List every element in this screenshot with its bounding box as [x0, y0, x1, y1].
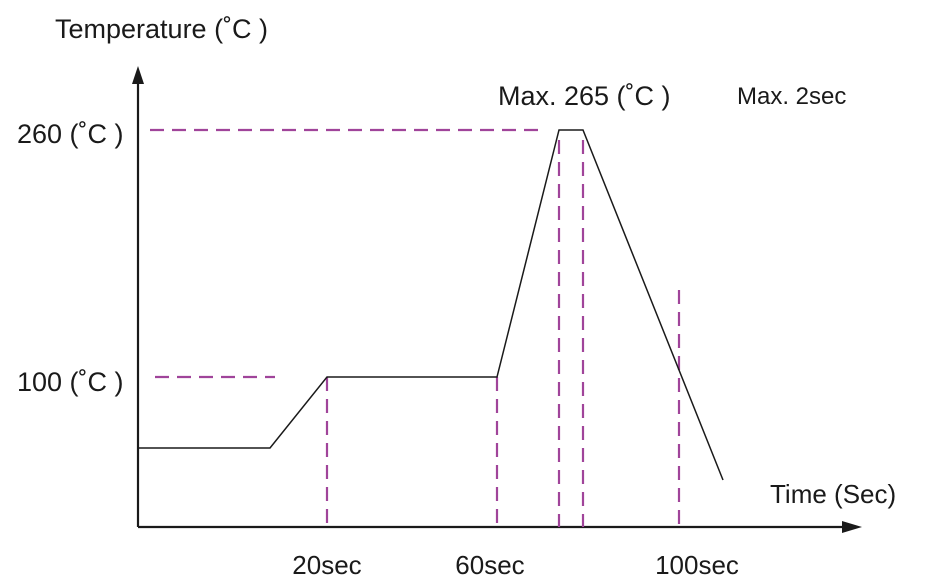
y-tick-label-260: 260 (˚C ) [17, 119, 124, 149]
x-tick-label-20sec: 20sec [292, 550, 361, 580]
x-axis-title: Time (Sec) [770, 479, 896, 509]
peak-time-label: Max. 2sec [737, 83, 846, 110]
x-axis-arrowhead [842, 521, 862, 533]
y-tick-label-100: 100 (˚C ) [17, 367, 124, 397]
y-axis-arrowhead [132, 66, 144, 84]
peak-temperature-label: Max. 265 (˚C ) [498, 81, 671, 111]
temperature-profile-curve [138, 129, 724, 481]
x-tick-label-100sec: 100sec [655, 550, 739, 580]
x-tick-label-60sec: 60sec [455, 550, 524, 580]
y-axis-title: Temperature (˚C ) [55, 14, 268, 44]
